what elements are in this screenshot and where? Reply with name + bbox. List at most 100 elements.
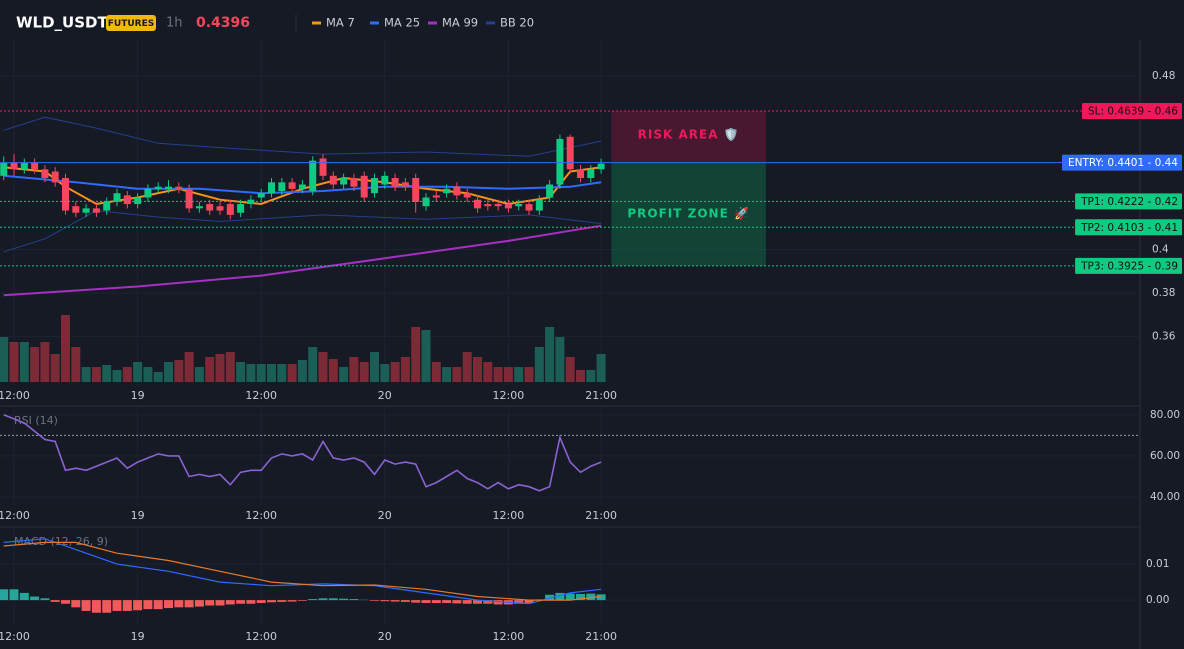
x-tick-label: 12:00 (0, 630, 30, 643)
candle-body (329, 175, 337, 185)
volume-bar (225, 352, 235, 382)
candle-body (20, 162, 28, 170)
volume-bar (555, 337, 565, 382)
candle-body (494, 204, 502, 207)
candle-body (165, 186, 173, 189)
x-tick-label: 12:00 (0, 389, 30, 402)
volume-bar (267, 364, 277, 382)
zone-label: PROFIT ZONE 🚀 (627, 207, 750, 221)
candle-body (453, 186, 461, 196)
candle-body (206, 204, 214, 211)
volume-bar (462, 352, 472, 382)
x-tick-label: 19 (131, 630, 145, 643)
volume-bar (71, 347, 81, 382)
histogram-bar (586, 593, 596, 601)
legend-label: BB 20 (500, 16, 534, 30)
histogram-bar (164, 600, 174, 609)
volume-bar (370, 352, 380, 382)
histogram-bar (297, 600, 307, 601)
y-tick-label: 60.00 (1150, 450, 1180, 462)
histogram-bar (555, 592, 565, 601)
y-tick-label: 0.00 (1146, 594, 1169, 606)
line-2 (3, 224, 602, 297)
badge: FUTURES (108, 19, 154, 29)
volume-bar (328, 359, 338, 382)
volume-bar (576, 370, 586, 382)
candle-body (432, 195, 440, 198)
histogram-bar (122, 600, 132, 611)
candle-body (525, 204, 533, 211)
volume-bar (596, 354, 606, 382)
volume-bar (164, 362, 174, 382)
histogram-bar (40, 598, 50, 601)
histogram-bar (318, 598, 328, 601)
volume-bar (390, 362, 400, 382)
candle-body (309, 160, 317, 192)
level-tag-bg (1082, 102, 1182, 119)
volume-bar (153, 372, 163, 382)
candle-body (51, 171, 59, 183)
candle-body (597, 163, 605, 170)
histogram-bar (565, 593, 575, 601)
volume-bar (452, 367, 462, 382)
x-tick-label: 20 (378, 509, 392, 522)
level-tag: TP3: 0.3925 - 0.39 (1080, 260, 1178, 272)
x-tick-label: 12:00 (245, 509, 277, 522)
macd-line-0 (3, 538, 602, 605)
x-tick-label: 12:00 (493, 389, 525, 402)
candle-body (0, 162, 8, 176)
x-tick-label: 19 (131, 509, 145, 522)
histogram-bar (328, 598, 338, 601)
volume-bar (586, 370, 596, 382)
volume-bar (61, 315, 71, 382)
histogram-bar (576, 593, 586, 601)
volume-bar (421, 330, 431, 382)
histogram-bar (50, 600, 60, 602)
candle-body (31, 162, 39, 170)
volume-bar (483, 362, 493, 382)
volume-bar (81, 367, 91, 382)
histogram-bar (225, 600, 235, 605)
candle-body (10, 162, 18, 170)
volume-bar (133, 362, 143, 382)
volume-bar (308, 347, 318, 382)
volume-bar (339, 367, 349, 382)
histogram-bar (400, 600, 410, 602)
candle-body (546, 184, 554, 198)
volume-bar (431, 362, 441, 382)
candle-body (504, 204, 512, 209)
candle-body (391, 178, 399, 187)
histogram-bar (0, 589, 9, 601)
volume-bar (565, 357, 575, 382)
level-tag: SL: 0.4639 - 0.46 (1088, 105, 1178, 117)
candle-body (103, 201, 111, 211)
volume-bar (411, 327, 421, 382)
candle-body (422, 197, 430, 207)
histogram-bar (421, 600, 431, 604)
level-tag-bg (1075, 257, 1182, 274)
volume-bar (112, 370, 122, 382)
histogram-bar (596, 594, 606, 601)
histogram-bar (390, 600, 400, 602)
candle-body (257, 193, 265, 198)
band-lower (3, 209, 602, 253)
line-3 (3, 116, 602, 157)
histogram-bar (524, 600, 534, 604)
legend-label: MA 7 (326, 16, 355, 30)
volume-bar (91, 367, 101, 382)
volume-bar (174, 360, 184, 382)
histogram-bar (194, 600, 204, 607)
candle-body (144, 188, 152, 198)
zone-label: RISK AREA 🛡️ (638, 127, 740, 141)
volume-bar (297, 360, 307, 382)
candle-body (288, 182, 296, 189)
volume-bar (287, 364, 297, 382)
y-tick-label: 0.48 (1152, 70, 1175, 82)
y-tick-label: 80.00 (1150, 409, 1180, 421)
histogram-bar (462, 600, 472, 604)
candle-body (340, 178, 348, 185)
candle-body (587, 169, 595, 178)
zone (611, 162, 766, 266)
candle-body (113, 193, 121, 202)
level-tag: ENTRY: 0.4401 - 0.44 (1068, 157, 1178, 169)
